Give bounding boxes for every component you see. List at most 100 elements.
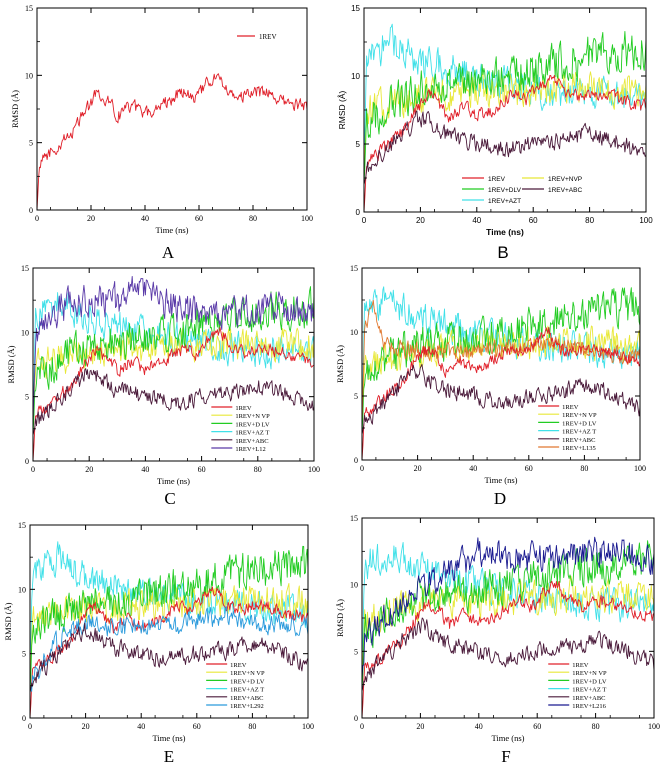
series-line-1rev-nvp (33, 326, 314, 423)
x-tick-label: 60 (193, 722, 201, 731)
x-tick-label: 0 (360, 464, 364, 473)
x-tick-label: 40 (141, 465, 149, 474)
plot-frame (361, 517, 655, 719)
y-tick-label: 5 (354, 647, 358, 656)
x-tick-label: 60 (195, 214, 203, 223)
y-tick-label: 10 (350, 581, 358, 590)
y-tick-label: 0 (354, 456, 358, 465)
x-tick-label: 20 (82, 722, 90, 731)
x-tick-label: 40 (475, 722, 483, 731)
panel-label: C (164, 489, 175, 508)
x-axis-label: Time (ns) (153, 733, 186, 743)
legend-label: 1REV (488, 176, 506, 183)
legend-label: 1REV+N VP (562, 412, 597, 419)
x-tick-label: 100 (648, 722, 660, 731)
series-group (362, 286, 640, 460)
legend-label: 1REV+ABC (572, 695, 605, 702)
x-tick-label: 20 (416, 216, 425, 225)
series-line-1rev-nvp (362, 325, 640, 422)
legend-label: 1REV+ABC (562, 437, 595, 444)
series-line-1rev-azt (33, 292, 314, 423)
legend-label: 1REV (259, 33, 277, 41)
panel-label: B (497, 243, 508, 262)
series-line-1rev-l12 (33, 275, 314, 423)
series-line-1rev-abc (33, 368, 314, 436)
x-tick-label: 100 (639, 216, 653, 225)
y-tick-label: 10 (18, 585, 26, 594)
x-tick-label: 100 (302, 722, 314, 731)
legend-label: 1REV+AZ T (230, 687, 264, 694)
legend-label: 1REV+N VP (235, 413, 270, 420)
x-tick-label: 60 (525, 464, 533, 473)
x-tick-label: 40 (141, 214, 149, 223)
y-tick-label: 0 (354, 714, 358, 723)
series-group (33, 275, 314, 461)
series-line-1rev-nvp (364, 71, 646, 172)
x-tick-label: 20 (87, 214, 95, 223)
series-group (37, 73, 307, 210)
y-tick-label: 15 (25, 4, 33, 13)
y-tick-label: 10 (350, 328, 358, 337)
x-tick-label: 60 (533, 722, 541, 731)
plot-frame (363, 7, 647, 213)
panel-label: D (494, 489, 506, 508)
legend-label: 1REV+AZ T (235, 430, 269, 437)
legend-label: 1REV+L216 (572, 703, 606, 710)
y-tick-label: 5 (29, 139, 33, 148)
legend-label: 1REV+ABC (548, 187, 582, 194)
x-tick-label: 20 (416, 722, 424, 731)
x-tick-label: 100 (308, 465, 320, 474)
y-tick-label: 0 (25, 457, 29, 466)
y-tick-label: 10 (25, 71, 33, 80)
series-line-1rev (362, 580, 654, 718)
y-tick-label: 5 (354, 392, 358, 401)
legend-label: 1REV+AZ T (572, 687, 606, 694)
x-tick-label: 40 (137, 722, 145, 731)
x-axis-label: Time (ns) (492, 733, 525, 743)
y-axis-label: RMSD (Å) (10, 90, 20, 128)
legend-label: 1REV+D LV (572, 678, 607, 685)
y-axis-label: RMSD (Å) (3, 602, 13, 640)
series-line-1rev-dlv (33, 286, 314, 436)
series-group (364, 23, 646, 212)
chart-panel-b: 0 20 40 60 80 100 0 5 10 15 Time (ns) RMSD (Å) 1REV 1… (337, 4, 653, 262)
x-tick-label: 0 (362, 216, 367, 225)
x-axis-label: Time (ns) (156, 225, 189, 235)
legend-label: 1REV (562, 404, 579, 411)
x-tick-label: 20 (414, 464, 422, 473)
series-line-1rev-l292 (30, 606, 308, 693)
series-line-1rev (362, 327, 640, 460)
series-line-1rev-dlv (364, 31, 646, 185)
legend-label: 1REV (572, 662, 589, 669)
x-tick-label: 80 (585, 216, 594, 225)
x-tick-label: 40 (472, 216, 481, 225)
x-tick-label: 0 (35, 214, 39, 223)
x-tick-label: 0 (360, 722, 364, 731)
panel-label: F (501, 747, 510, 766)
x-tick-label: 80 (592, 722, 600, 731)
y-tick-label: 15 (350, 264, 358, 273)
chart-panel-a: 0 20 40 60 80 100 0 5 10 15 Time (ns) RMSD (Å) 1REV A (10, 4, 313, 262)
legend-label: 1REV+L12 (235, 446, 265, 453)
series-line-1rev-azt (30, 541, 308, 680)
legend-label: 1REV+AZ T (562, 429, 596, 436)
series-line-1rev (37, 73, 307, 210)
series-line-1rev (33, 326, 314, 461)
legend-label: 1REV+D LV (230, 678, 265, 685)
x-tick-label: 80 (248, 722, 256, 731)
x-tick-label: 60 (529, 216, 538, 225)
y-axis-label: RMSD (Å) (337, 90, 347, 129)
x-tick-label: 80 (580, 464, 588, 473)
y-axis-label: RMSD (Å) (335, 345, 345, 383)
series-line-1rev-abc (364, 110, 646, 185)
x-tick-label: 0 (31, 465, 35, 474)
y-tick-label: 15 (18, 521, 26, 530)
x-tick-label: 80 (249, 214, 257, 223)
y-tick-label: 15 (351, 4, 360, 13)
y-tick-label: 10 (21, 328, 29, 337)
